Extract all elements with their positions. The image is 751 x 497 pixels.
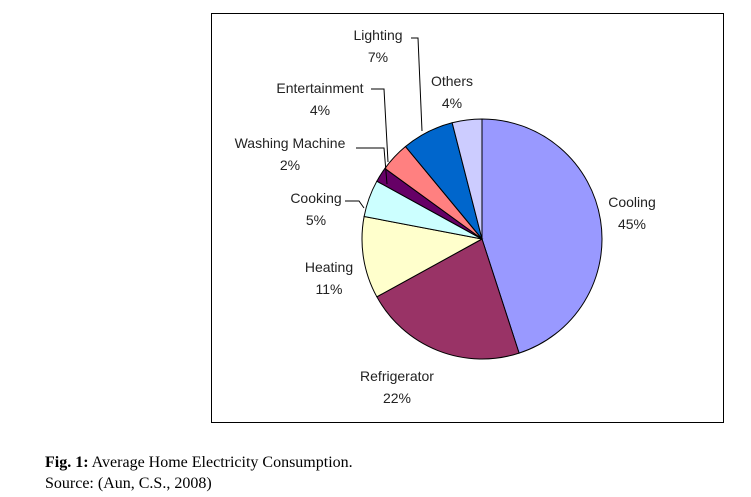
pie-slice-heating	[361, 215, 484, 298]
slice-label-entertainment: Entertainment 4%	[276, 80, 363, 118]
pie-chart: Cooling 45% Refrigerator 22% Heating 11% Cooki…	[235, 27, 656, 406]
caption-title: Average Home Electricity Consumption.	[88, 454, 353, 471]
chart-frame: Cooling 45% Refrigerator 22% Heating 11% Cooki…	[211, 13, 724, 423]
leader-line-entertainment	[371, 88, 389, 163]
figure-caption: Fig. 1: Average Home Electricity Consump…	[45, 452, 353, 494]
leader-line-washing-machine	[356, 147, 388, 185]
slice-label-lighting: Lighting 7%	[353, 27, 402, 65]
slice-label-heating: Heating 11%	[305, 259, 353, 297]
pie-slice-others	[451, 118, 483, 240]
slice-label-others: Others 4%	[431, 73, 473, 111]
pie-slice-cooling	[481, 118, 603, 354]
slice-label-washing-machine: Washing Machine 2%	[235, 135, 346, 173]
leader-line-lighting	[411, 37, 423, 132]
leader-line-cooking	[345, 200, 365, 209]
caption-fig-label: Fig. 1:	[45, 454, 89, 471]
slice-label-cooking: Cooking 5%	[290, 190, 341, 228]
pie-slice-refrigerator	[376, 238, 520, 360]
slice-label-cooling: Cooling 45%	[608, 194, 655, 232]
slice-label-refrigerator: Refrigerator 22%	[360, 368, 434, 406]
caption-source: Source: (Aun, C.S., 2008)	[45, 475, 212, 492]
